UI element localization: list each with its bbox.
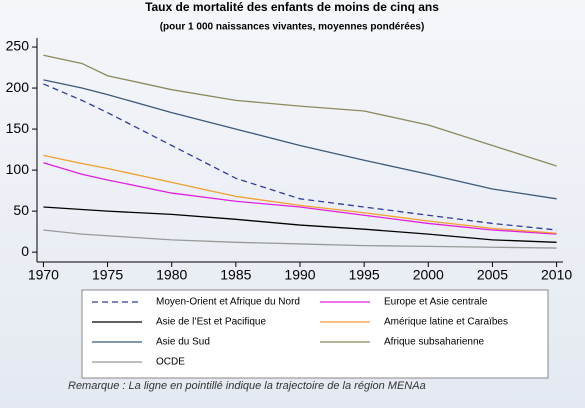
series-line xyxy=(43,229,557,249)
chart-title: Taux de mortalité des enfants de moins d… xyxy=(145,0,439,14)
y-tick-label: 200 xyxy=(6,79,30,95)
y-tick-label: 150 xyxy=(6,120,30,136)
series-line xyxy=(43,79,557,200)
note: Remarque : La ligne en pointillé indique… xyxy=(68,380,426,392)
x-tick-label: 2000 xyxy=(413,267,444,283)
series-line xyxy=(43,154,557,234)
legend-label: Asie de l’Est et Pacifique xyxy=(156,317,266,328)
x-tick-label: 2010 xyxy=(541,267,572,283)
legend-box xyxy=(81,289,549,379)
legend-label: OCDE xyxy=(156,357,185,368)
x-tick-label: 1990 xyxy=(284,267,315,283)
x-tick-label: 1985 xyxy=(220,267,251,283)
x-tick-label: 1980 xyxy=(156,267,187,283)
chart-subtitle: (pour 1 000 naissances vivantes, moyenne… xyxy=(160,22,425,33)
series-line xyxy=(43,206,557,243)
legend-label: Asie du Sud xyxy=(156,337,210,348)
y-tick-label: 250 xyxy=(6,38,30,54)
legend-label: Europe et Asie centrale xyxy=(384,297,488,308)
legend-label: Moyen-Orient et Afrique du Nord xyxy=(156,297,300,308)
x-tick-label: 1995 xyxy=(349,267,380,283)
x-tick-label: 1970 xyxy=(28,267,59,283)
x-tick-label: 1975 xyxy=(92,267,123,283)
y-tick-label: 50 xyxy=(13,202,29,218)
series-line xyxy=(43,54,557,167)
y-tick-label: 100 xyxy=(6,161,30,177)
x-tick-label: 2005 xyxy=(477,267,508,283)
series-line xyxy=(43,83,557,231)
legend-label: Afrique subsaharienne xyxy=(384,337,485,348)
series-line xyxy=(43,162,557,235)
y-tick-label: 0 xyxy=(21,243,29,259)
legend-label: Amérique latine et Caraïbes xyxy=(384,317,508,328)
